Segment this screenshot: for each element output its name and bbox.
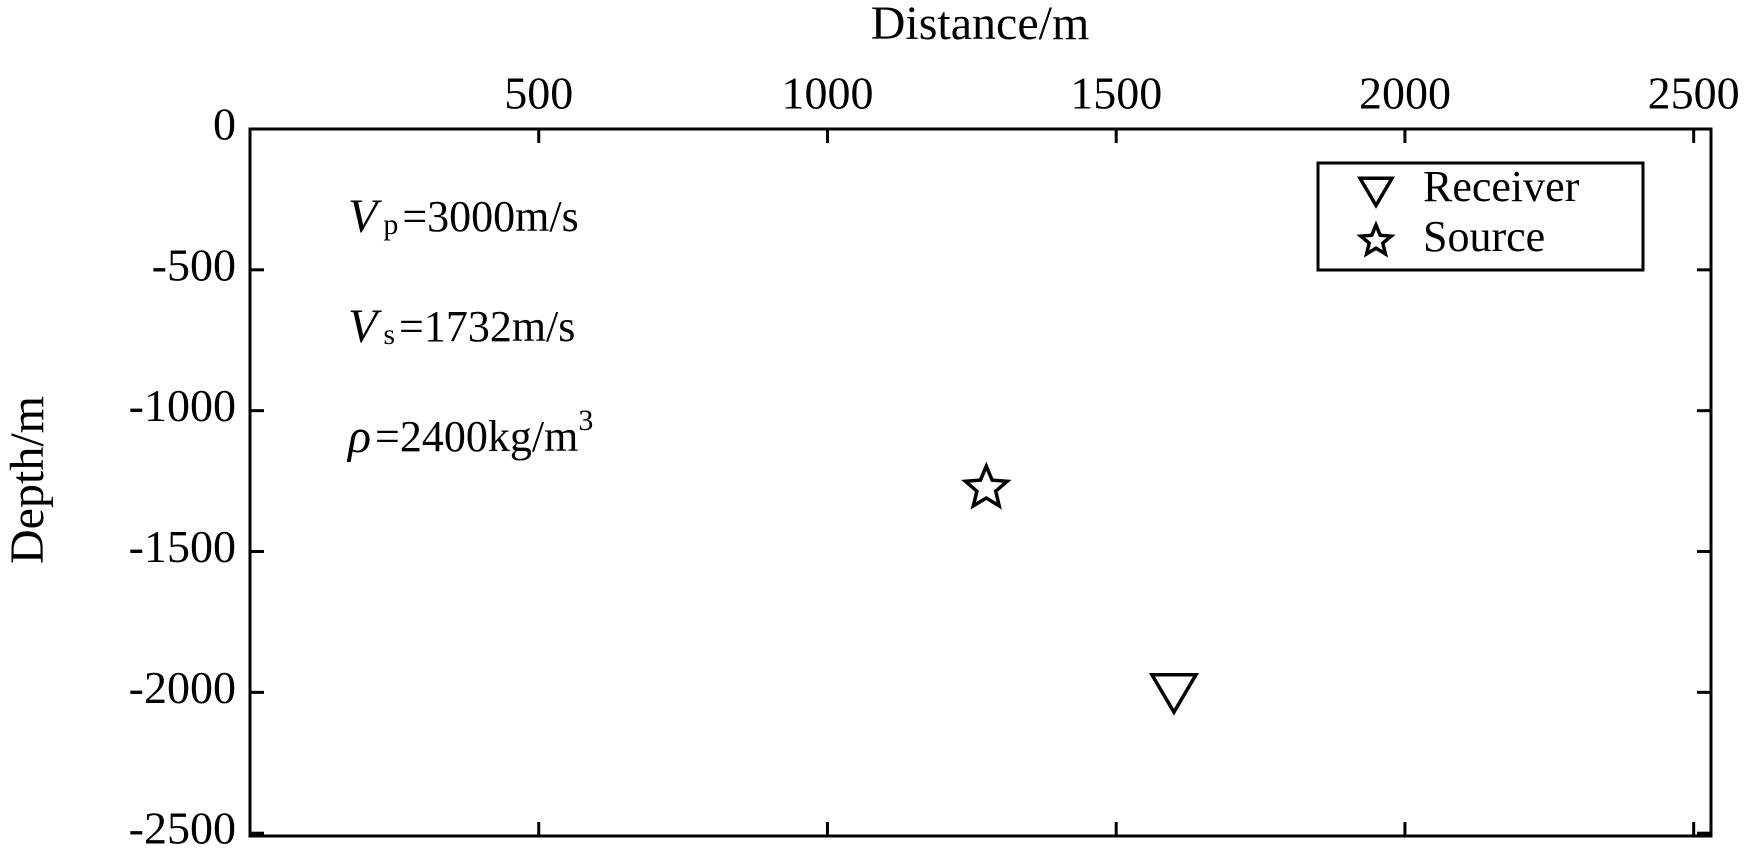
- point: [1148, 672, 1200, 716]
- y-axis-label: Depth/m: [1, 396, 54, 564]
- annotation-superscript: 3: [578, 404, 593, 437]
- point: [961, 461, 1012, 510]
- legend-marker: [1356, 220, 1396, 258]
- annotation-symbol: ρ: [346, 410, 371, 463]
- annotation-text: =2400kg/m: [375, 412, 578, 461]
- x-tick-label: 1000: [781, 68, 873, 119]
- plot-frame: [248, 127, 1713, 838]
- x-axis-label: Distance/m: [871, 0, 1090, 50]
- x-tick-label: 2500: [1648, 68, 1740, 119]
- annotation-text: =1732m/s: [399, 302, 575, 351]
- x-tick-label: 500: [504, 68, 573, 119]
- annotation-text: =3000m/s: [402, 192, 578, 241]
- legend-marker: [1356, 176, 1396, 209]
- y-tick-label: -1500: [129, 521, 236, 572]
- x-tick-label: 2000: [1359, 68, 1451, 119]
- annotation: ρ=2400kg/m3: [346, 404, 593, 463]
- annotation-subscript: p: [383, 208, 398, 241]
- annotation-symbol: V: [348, 300, 382, 353]
- legend-label: Source: [1423, 212, 1545, 261]
- annotation-symbol: V: [348, 190, 382, 243]
- y-tick-label: -2000: [129, 662, 236, 713]
- y-tick-label: -1000: [129, 380, 236, 431]
- annotation-subscript: s: [383, 318, 395, 351]
- y-tick-label: -500: [152, 239, 236, 290]
- legend-label: Receiver: [1423, 162, 1580, 211]
- y-tick-label: 0: [213, 99, 236, 150]
- y-tick-label: -2500: [129, 803, 236, 850]
- x-tick-label: 1500: [1070, 68, 1162, 119]
